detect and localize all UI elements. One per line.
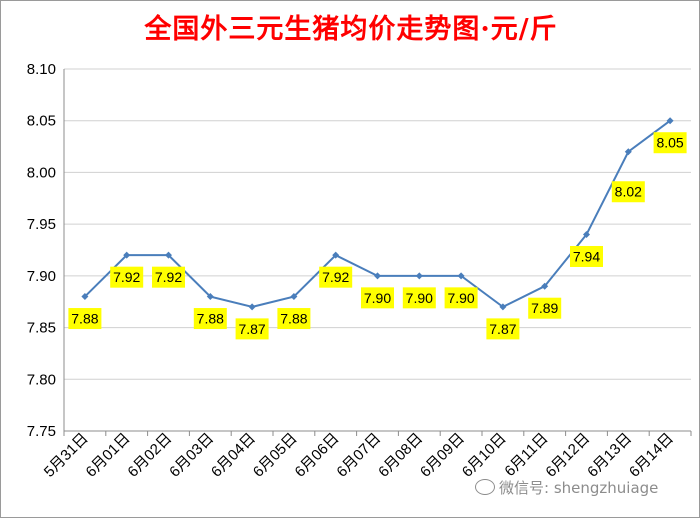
data-point — [457, 272, 465, 280]
x-tick-label: 6月06日 — [292, 430, 343, 481]
data-point — [374, 272, 381, 280]
x-tick-label: 6月07日 — [333, 430, 384, 481]
data-label-box — [152, 266, 185, 288]
data-point — [415, 272, 423, 280]
data-label: 7.92 — [155, 269, 182, 285]
data-label: 7.87 — [238, 321, 265, 337]
watermark: 微信号: shengzhuiage — [475, 477, 658, 498]
data-point — [81, 293, 89, 301]
data-point — [165, 251, 172, 259]
data-label-box — [486, 318, 520, 340]
data-label-box — [402, 287, 436, 309]
y-tick-label: 7.90 — [27, 268, 56, 285]
data-label-box — [110, 266, 144, 288]
data-label: 7.88 — [280, 311, 307, 327]
data-point — [248, 303, 256, 311]
data-label-box — [653, 132, 687, 154]
y-tick-label: 8.00 — [27, 164, 56, 181]
data-label-box — [611, 181, 645, 203]
y-tick-label: 7.80 — [27, 371, 56, 388]
data-label-box — [361, 287, 394, 309]
data-label-box — [235, 318, 269, 340]
watermark-text: 微信号: shengzhuiage — [499, 479, 659, 497]
data-point — [290, 293, 298, 301]
data-label-box — [570, 245, 603, 267]
x-tick-label: 6月12日 — [542, 430, 593, 481]
x-tick-label: 6月05日 — [250, 430, 301, 481]
wechat-icon — [475, 479, 495, 495]
data-label: 7.90 — [364, 290, 391, 306]
data-point — [332, 251, 340, 259]
x-tick-label: 6月03日 — [166, 430, 217, 481]
x-tick-label: 6月08日 — [375, 430, 426, 481]
x-tick-label: 6月01日 — [83, 430, 134, 481]
data-label-box — [319, 266, 353, 288]
data-label: 7.90 — [406, 290, 433, 306]
data-point — [583, 230, 590, 238]
data-label-box — [277, 308, 311, 330]
data-label-box — [193, 308, 227, 330]
data-label: 8.05 — [656, 135, 683, 151]
chart-title: 全国外三元生猪均价走势图·元/斤 — [144, 14, 558, 45]
y-tick-label: 7.75 — [27, 423, 56, 440]
x-tick-label: 6月10日 — [459, 430, 510, 481]
data-point — [624, 148, 632, 156]
y-tick-label: 7.95 — [27, 216, 56, 233]
x-tick-label: 6月04日 — [208, 430, 259, 481]
x-tick-label: 6月02日 — [124, 430, 175, 481]
data-label: 7.90 — [447, 290, 474, 306]
x-tick-label: 6月14日 — [626, 430, 677, 481]
data-label: 7.92 — [322, 269, 349, 285]
data-point — [123, 251, 131, 259]
data-point — [499, 303, 507, 311]
data-point — [541, 282, 549, 290]
x-tick-label: 6月11日 — [501, 430, 551, 480]
data-label-box — [528, 297, 562, 319]
data-label: 7.94 — [573, 248, 600, 264]
y-tick-label: 7.85 — [27, 320, 56, 337]
data-label-box — [444, 287, 478, 309]
data-label: 7.87 — [489, 321, 516, 337]
data-label: 7.88 — [71, 311, 98, 327]
data-label: 7.92 — [113, 269, 140, 285]
data-point — [206, 293, 214, 301]
x-tick-label: 6月13日 — [584, 430, 635, 481]
data-label-box — [68, 308, 102, 330]
data-point — [666, 117, 674, 125]
data-label: 7.88 — [197, 311, 224, 327]
data-label: 8.02 — [615, 184, 642, 200]
x-tick-label: 6月09日 — [417, 430, 468, 481]
y-tick-label: 8.05 — [27, 113, 56, 130]
data-label: 7.89 — [531, 300, 558, 316]
y-tick-label: 8.10 — [27, 61, 56, 78]
